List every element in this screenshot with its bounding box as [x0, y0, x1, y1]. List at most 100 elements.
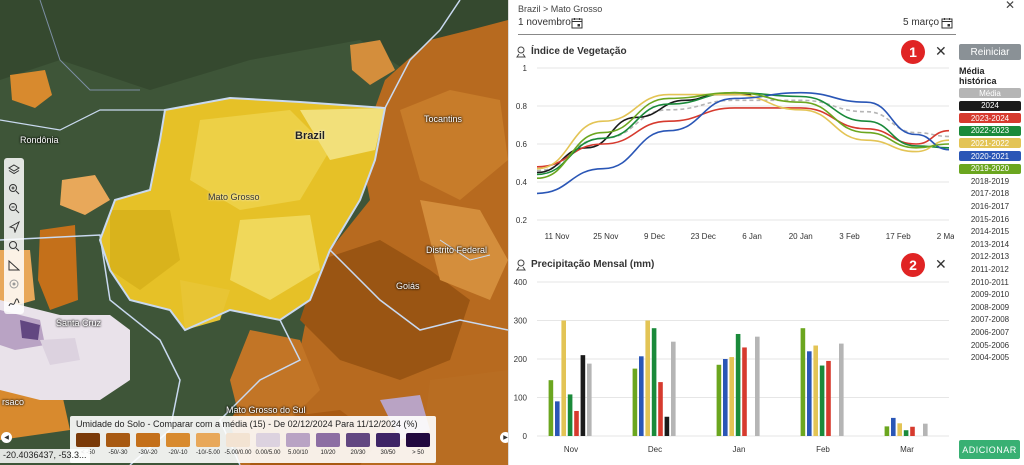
year-toggle[interactable]: 2013-2014	[970, 239, 1010, 249]
legend-swatch	[196, 433, 220, 447]
chart2-badge: 2	[901, 253, 925, 277]
precip-bar	[891, 417, 896, 436]
precip-bar	[819, 365, 825, 436]
year-toggle[interactable]: 2006-2007	[970, 327, 1010, 337]
legend-swatch	[406, 433, 430, 447]
precip-bar	[923, 423, 928, 436]
precip-bar	[639, 356, 644, 436]
precip-bar	[910, 426, 915, 436]
x-tick-label: 6 Jan	[742, 232, 762, 241]
x-tick-label: 11 Nov	[545, 232, 570, 241]
y-tick-label: 300	[514, 317, 528, 326]
zoom-in-icon[interactable]	[4, 179, 24, 198]
navigate-icon[interactable]	[4, 217, 24, 236]
add-button[interactable]: ADICIONAR	[959, 440, 1020, 459]
year-toggle[interactable]: 2004-2005	[970, 353, 1010, 363]
legend-swatch-label: 10/20	[320, 450, 336, 456]
year-toggle[interactable]: 2023-2024	[959, 113, 1021, 124]
year-toggle[interactable]: 2022-2023	[959, 125, 1021, 136]
measure-icon[interactable]	[4, 255, 24, 274]
precip-bar	[651, 328, 657, 436]
x-tick-label: Feb	[816, 445, 830, 454]
precip-bar	[735, 333, 741, 436]
map-label-distrito-federal: Distrito Federal	[426, 245, 488, 255]
legend-swatch-label: 20/30	[350, 450, 366, 456]
calendar-start-icon[interactable]	[571, 16, 583, 34]
map-collapse-left-icon[interactable]: ◀	[1, 432, 12, 443]
precip-bar	[561, 320, 566, 436]
precip-bar	[826, 360, 831, 436]
precip-bar	[755, 336, 760, 436]
map-label-rondonia: Rondônia	[20, 135, 59, 145]
map-label-goias: Goiás	[396, 281, 420, 291]
year-toggle[interactable]: 2014-2015	[970, 227, 1010, 237]
date-end[interactable]: 5 março	[903, 17, 940, 28]
year-toggle[interactable]: 2015-2016	[970, 214, 1010, 224]
legend-swatch	[166, 433, 190, 447]
legend-swatch-label: 0.00/5.00	[255, 450, 281, 456]
precip-bar	[574, 410, 579, 436]
year-toggle[interactable]: 2019-2020	[959, 163, 1021, 174]
legend-swatch-label: -5.00/0.00	[224, 450, 252, 456]
x-tick-label: 17 Feb	[886, 232, 911, 241]
year-toggle[interactable]: 2018-2019	[970, 176, 1010, 186]
vegetation-index-chart[interactable]: 0.2 0.4 0.6 0.8 1 11 Nov 25 Nov 9 Dec 23 Dec 6 Ja…	[509, 60, 954, 250]
year-toggle[interactable]: 2010-2011	[971, 277, 1009, 287]
year-toggle[interactable]: 2024	[959, 100, 1021, 111]
x-tick-label: Nov	[564, 445, 578, 454]
series-line	[536, 91, 950, 176]
legend-swatch-label: 5.00/10	[287, 450, 309, 456]
x-tick-label: Jan	[733, 445, 746, 454]
locate-icon[interactable]	[4, 274, 24, 293]
chart1-pin-icon[interactable]	[516, 45, 526, 63]
calendar-end-icon[interactable]	[941, 16, 953, 34]
year-toggle[interactable]: 2017-2018	[970, 189, 1010, 199]
precip-bar	[567, 394, 573, 436]
map-view[interactable]: Brazil Mato Grosso Rondônia Tocantins Di…	[0, 0, 508, 465]
year-toggle[interactable]: 2020-2021	[959, 151, 1021, 161]
legend-title: Umidade do Solo - Comparar com a média (…	[76, 419, 418, 429]
year-toggle[interactable]: 2009-2010	[970, 290, 1010, 300]
monthly-precipitation-chart[interactable]: 0 100 200 300 400 Nov Dec Jan Feb Mar	[509, 272, 954, 462]
year-toggle[interactable]: 2011-2012	[971, 264, 1009, 274]
layers-icon[interactable]	[4, 160, 24, 179]
y-tick-label: 0.6	[516, 140, 528, 149]
year-toggle[interactable]: 2021-2022	[959, 138, 1021, 149]
year-toggle[interactable]: 2007-2008	[970, 315, 1010, 325]
date-range-slider[interactable]	[518, 34, 956, 35]
date-start[interactable]: 1 novembro	[518, 17, 571, 28]
year-toggle[interactable]: 2012-2013	[970, 252, 1010, 262]
x-tick-label: Dec	[648, 445, 662, 454]
chart2-pin-icon[interactable]	[516, 258, 526, 276]
legend-swatch	[256, 433, 280, 447]
zoom-out-icon[interactable]	[4, 198, 24, 217]
y-tick-label: 100	[514, 394, 528, 403]
map-label-santa-cruz: Santa Cruz	[56, 318, 102, 328]
precip-bar	[800, 328, 806, 436]
chart2-close-icon[interactable]: ✕	[935, 256, 947, 272]
map-expand-right-icon[interactable]: ▶	[500, 432, 508, 443]
breadcrumb[interactable]: Brazil > Mato Grosso	[518, 4, 603, 14]
x-tick-label: Mar	[900, 445, 914, 454]
precip-bar	[884, 426, 890, 436]
year-toggle[interactable]: 2008-2009	[970, 302, 1010, 312]
precip-bar	[897, 423, 902, 436]
panel-close-icon[interactable]: ✕	[1004, 0, 1016, 12]
chart1-close-icon[interactable]: ✕	[935, 43, 947, 59]
year-toggle[interactable]: 2016-2017	[970, 201, 1010, 211]
y-tick-label: 0.2	[516, 216, 528, 225]
map-label-tocantins: Tocantins	[424, 114, 463, 124]
draw-icon[interactable]	[4, 293, 24, 312]
x-tick-label: 9 Dec	[644, 232, 665, 241]
legend-swatch	[76, 433, 100, 447]
year-toggle[interactable]: 2005-2006	[970, 340, 1010, 350]
x-tick-label: 3 Feb	[839, 232, 860, 241]
map-canvas[interactable]	[0, 0, 508, 465]
reset-button[interactable]: Reiniciar	[959, 44, 1021, 60]
year-toggle[interactable]: Média	[959, 88, 1021, 98]
precip-bar	[671, 341, 676, 436]
search-icon[interactable]	[4, 236, 24, 255]
legend-swatch-label: -20/-10	[168, 450, 188, 456]
map-label-mato-grosso: Mato Grosso	[208, 192, 260, 202]
